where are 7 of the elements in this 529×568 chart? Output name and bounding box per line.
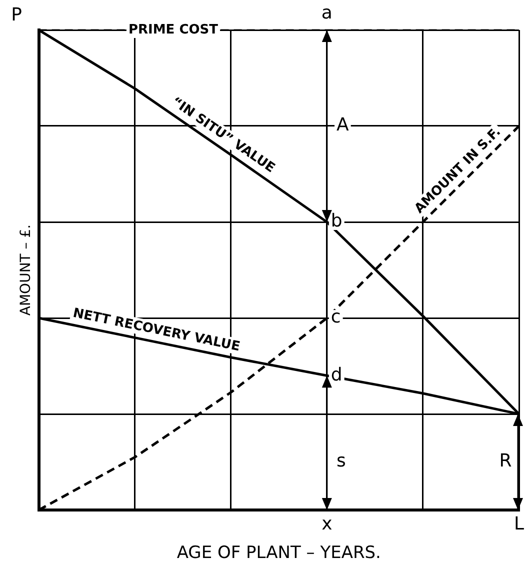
y-axis-title: AMOUNT – £. [18, 224, 34, 316]
annotation: a [321, 2, 332, 24]
x-axis-title: AGE OF PLANT – YEARS. [176, 543, 381, 564]
ref-line-label: PRIME COST [128, 22, 218, 38]
text: P [11, 4, 22, 26]
x-tick-label: x [322, 513, 333, 534]
x-tick-label: L [514, 513, 524, 534]
